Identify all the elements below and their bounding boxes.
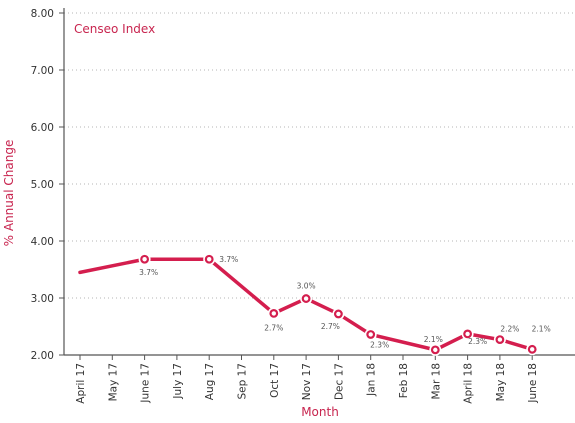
data-label: 3.0% <box>297 282 316 291</box>
data-label: 3.7% <box>219 255 238 264</box>
data-point-center <box>465 331 470 337</box>
data-point-center <box>368 332 373 337</box>
data-point-center <box>433 347 438 353</box>
data-point-center <box>142 257 147 262</box>
x-tick-label: Aug 17 <box>204 363 216 400</box>
y-axis-title: % Annual Change <box>2 140 16 247</box>
x-tick-label: Feb 18 <box>398 363 410 398</box>
data-point-center <box>497 337 503 342</box>
x-tick-label: Oct 17 <box>269 363 281 398</box>
series-title: Censeo Index <box>74 22 155 36</box>
y-tick-label: 3.00 <box>31 293 54 305</box>
y-tick-label: 8.00 <box>31 8 54 20</box>
data-label: 3.7% <box>139 268 158 277</box>
x-tick-labels: April 17 May 17 June 17 July 17 Aug 17 Sep 17… <box>75 363 539 404</box>
x-tick-label: May 17 <box>107 363 119 401</box>
y-tick-label: 6.00 <box>31 122 54 134</box>
y-tick-labels: 2.00 3.00 4.00 5.00 6.00 7.00 8.00 <box>31 8 54 362</box>
data-labels: 3.7% 3.7% 2.7% 3.0% 2.7% 2.3% 2.1% 2.3% 2.2% 2.1% <box>139 255 551 349</box>
y-tick-label: 2.00 <box>31 350 54 362</box>
x-tick-label: June 17 <box>140 363 152 404</box>
y-tick-label: 4.00 <box>31 236 54 248</box>
x-axis-title: Month <box>301 405 339 419</box>
x-tick-label: Mar 18 <box>430 363 442 400</box>
data-points <box>138 253 539 356</box>
data-label: 2.1% <box>532 324 551 333</box>
axes <box>59 8 575 360</box>
data-label: 2.7% <box>264 323 283 332</box>
x-tick-label: Nov 17 <box>301 363 313 400</box>
data-point-center <box>207 257 212 262</box>
x-tick-label: June 18 <box>527 363 539 404</box>
x-tick-label: July 17 <box>172 363 184 400</box>
x-tick-label: April 18 <box>463 363 475 404</box>
y-tick-label: 5.00 <box>31 179 54 191</box>
data-point-center <box>530 347 535 352</box>
x-tick-label: Dec 17 <box>333 363 345 400</box>
data-label: 2.2% <box>500 325 519 334</box>
y-tick-label: 7.00 <box>31 65 54 77</box>
data-label: 2.3% <box>468 337 487 346</box>
data-point-center <box>303 296 309 301</box>
x-tick-label: Jan 18 <box>366 363 378 397</box>
data-label: 2.7% <box>321 322 340 331</box>
x-tick-label: Sep 17 <box>237 363 249 400</box>
data-point-center <box>336 311 341 317</box>
x-tick-label: May 18 <box>495 363 507 401</box>
data-point-center <box>271 311 276 316</box>
data-label: 2.3% <box>370 340 389 349</box>
data-label: 2.1% <box>424 335 443 344</box>
x-tick-label: April 17 <box>75 363 87 404</box>
